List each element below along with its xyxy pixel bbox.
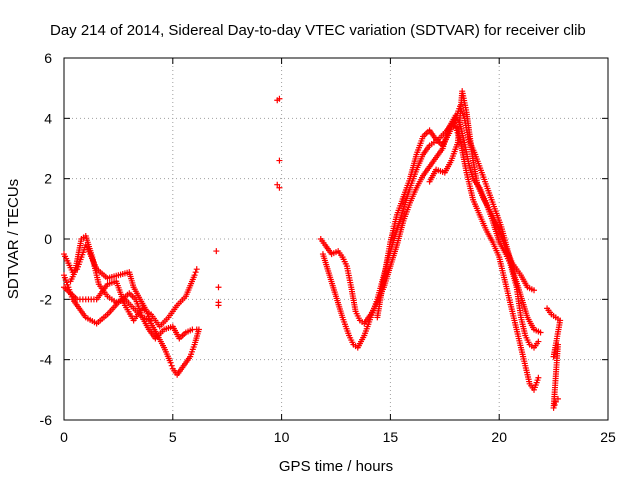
y-tick-label: -6 [40,412,53,428]
data-point [537,329,544,336]
data-point [215,302,222,309]
x-tick-label: 15 [383,429,399,445]
y-tick-label: 4 [44,110,52,126]
x-tick-label: 10 [274,429,290,445]
data-point [213,248,220,255]
data-point [535,338,542,345]
data-point [552,398,559,405]
data-point [168,362,175,369]
data-point [215,284,222,291]
y-tick-label: -2 [40,291,53,307]
data-point [554,395,561,402]
data-point [193,266,200,273]
x-axis-label: GPS time / hours [279,458,393,475]
data-point [531,287,538,294]
data-point [276,157,283,164]
data-point [535,374,542,381]
x-tick-label: 5 [169,429,177,445]
chart-title: Day 214 of 2014, Sidereal Day-to-day VTE… [50,22,586,39]
x-tick-label: 20 [491,429,507,445]
x-tick-label: 25 [600,429,616,445]
x-tick-label: 0 [60,429,68,445]
y-tick-label: 0 [44,231,52,247]
y-axis-label: SDTVAR / TECUs [5,179,22,299]
data-point [148,317,155,324]
data-point [191,272,198,279]
y-tick-label: -4 [40,352,53,368]
data-point [276,184,283,191]
data-point [550,404,557,411]
data-point [274,181,281,188]
axis-ticks: 0 5 10 15 20 25 -6 -4 -2 0 2 4 6 [40,50,616,445]
data-point [193,326,200,333]
y-tick-label: 2 [44,171,52,187]
data-point [167,359,174,366]
y-tick-label: 6 [44,50,52,66]
data-point [276,95,283,102]
data-point [192,269,199,276]
data-markers [61,88,564,411]
data-point [551,401,558,408]
